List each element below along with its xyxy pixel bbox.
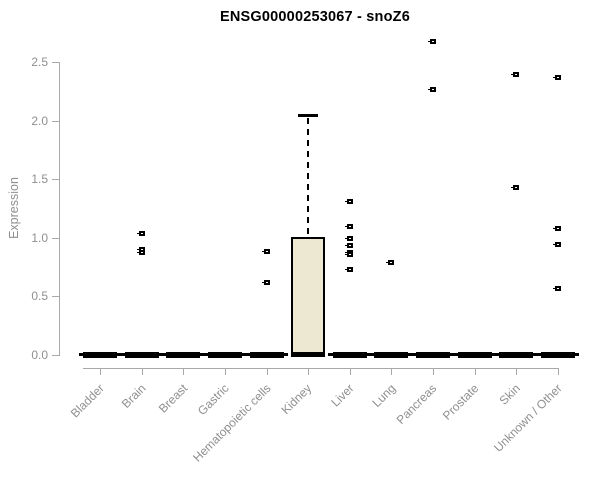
collapsed-whisker-cap: [245, 353, 251, 356]
outlier-point: [552, 226, 561, 232]
collapsed-whisker-cap: [407, 353, 413, 356]
x-tick-label: Skin: [496, 381, 523, 408]
x-tick-mark: [349, 367, 351, 375]
collapsed-whisker-cap: [449, 353, 455, 356]
collapsed-whisker-cap: [283, 353, 289, 356]
collapsed-whisker-cap: [241, 353, 247, 356]
outlier-point: [344, 267, 353, 273]
x-tick-mark: [266, 367, 268, 375]
outlier-point: [386, 260, 395, 266]
upper-whisker-cap: [298, 113, 319, 117]
x-tick-mark: [100, 367, 101, 375]
y-tick-mark: [52, 296, 59, 297]
collapsed-whisker-cap: [78, 353, 84, 356]
y-tick-label: 0.0: [31, 347, 48, 362]
collapsed-whisker-cap: [536, 353, 542, 356]
x-tick-label: Brain: [118, 381, 149, 411]
collapsed-whisker-cap: [116, 353, 122, 356]
outlier-point: [344, 235, 353, 241]
y-axis-line: [59, 62, 60, 356]
y-tick-label: 0.5: [31, 289, 48, 303]
collapsed-whisker-cap: [366, 353, 372, 356]
y-tick-label: 2.5: [31, 55, 48, 69]
collapsed-whisker-cap: [120, 353, 126, 356]
x-tick-label: Liver: [328, 381, 357, 410]
y-tick-label: 2.0: [31, 113, 48, 128]
collapsed-box: [457, 351, 492, 358]
y-tick-label: 1.5: [31, 172, 48, 186]
y-tick-mark: [52, 62, 59, 63]
collapsed-whisker-cap: [158, 353, 164, 356]
y-tick-mark: [52, 179, 59, 180]
collapsed-box: [249, 351, 284, 358]
collapsed-box: [540, 351, 575, 358]
y-tick-mark: [52, 237, 59, 239]
x-tick-mark: [183, 367, 185, 375]
outlier-point: [344, 242, 353, 248]
x-tick-mark: [224, 367, 226, 375]
x-tick-mark: [516, 367, 518, 375]
x-tick-label: Kidney: [278, 381, 315, 418]
x-tick-mark: [308, 367, 310, 375]
x-tick-label: Lung: [369, 381, 399, 410]
outlier-point: [344, 223, 353, 229]
collapsed-whisker-cap: [199, 353, 205, 356]
outlier-point: [344, 252, 353, 258]
outlier-point: [511, 185, 520, 191]
outlier-point: [552, 241, 561, 247]
collapsed-whisker-cap: [494, 353, 500, 356]
y-tick-label: 1.0: [31, 230, 48, 245]
x-tick-mark: [557, 367, 559, 375]
outlier-point: [428, 87, 437, 93]
outlier-point: [136, 249, 145, 255]
collapsed-box: [166, 351, 201, 358]
median-line: [291, 351, 326, 357]
collapsed-whisker-cap: [328, 353, 334, 356]
x-tick-mark: [433, 367, 435, 375]
x-tick-label: Prostate: [439, 381, 482, 423]
x-tick-mark: [141, 367, 143, 375]
x-tick-label: Bladder: [67, 381, 107, 421]
collapsed-box: [83, 351, 117, 358]
outlier-point: [344, 199, 353, 205]
collapsed-whisker-cap: [411, 353, 417, 356]
chart-title: ENSG00000253067 - snoZ6: [220, 9, 410, 25]
y-tick-mark: [52, 354, 59, 356]
x-tick-label: Hematopoietic cells: [189, 381, 274, 465]
collapsed-whisker-cap: [491, 353, 497, 356]
x-tick-label: Pancreas: [393, 381, 440, 427]
collapsed-whisker-cap: [574, 353, 580, 356]
collapsed-box: [332, 351, 367, 358]
outlier-point: [552, 75, 561, 81]
x-tick-mark: [474, 367, 476, 375]
outlier-point: [428, 39, 437, 45]
collapsed-box: [416, 351, 451, 358]
outlier-point: [261, 280, 270, 286]
collapsed-box: [374, 351, 409, 358]
outlier-point: [511, 71, 520, 77]
box: [291, 236, 326, 356]
collapsed-whisker-cap: [203, 353, 209, 356]
x-tick-mark: [391, 367, 393, 375]
y-tick-mark: [52, 120, 59, 122]
collapsed-whisker-cap: [369, 353, 375, 356]
collapsed-box: [124, 351, 159, 358]
x-tick-label: Gastric: [194, 381, 232, 418]
collapsed-whisker-cap: [532, 353, 538, 356]
collapsed-box: [207, 351, 242, 358]
outlier-point: [136, 230, 145, 236]
collapsed-box: [499, 351, 534, 358]
outlier-point: [552, 285, 561, 291]
upper-whisker: [307, 117, 310, 237]
x-axis-line: [83, 367, 559, 369]
collapsed-whisker-cap: [453, 353, 459, 356]
collapsed-whisker-cap: [161, 353, 167, 356]
x-tick-label: Breast: [155, 381, 190, 416]
outlier-point: [261, 248, 270, 254]
